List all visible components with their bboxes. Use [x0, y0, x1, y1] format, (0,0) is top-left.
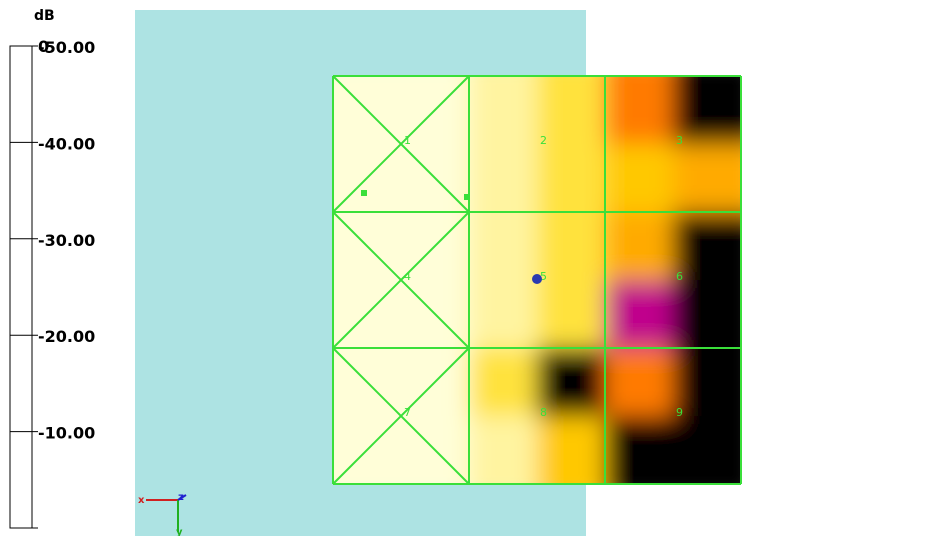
- heatmap-cell: [605, 348, 673, 416]
- heatmap-cell: [469, 280, 537, 348]
- grid-overlay: [332, 75, 742, 485]
- heatmap-cell: [469, 348, 537, 416]
- heatmap-cell: [469, 212, 537, 280]
- colorbar-top-label: 0: [38, 37, 49, 56]
- colorbar-tick-label: -30.00: [38, 231, 95, 250]
- colorbar-tick-label: -50.00: [38, 38, 95, 57]
- heatmap-cell: [673, 144, 741, 212]
- heatmap-cell: [673, 416, 741, 484]
- cell-diagonal: [332, 347, 470, 485]
- heatmap-cell: [469, 76, 537, 144]
- cell-label: 8: [540, 406, 547, 419]
- cell-label: 4: [404, 270, 411, 283]
- colorbar: dB 0 -10.00 -20.00 -30.00 -40.00 -50.00: [9, 8, 95, 529]
- colorbar-ticks: -10.00 -20.00 -30.00 -40.00 -50.00: [10, 38, 95, 529]
- cell-label: 2: [540, 134, 547, 147]
- heatmap-cell: [605, 76, 673, 144]
- cell-label: 9: [676, 406, 683, 419]
- heatmap-cell: [673, 212, 741, 280]
- colorbar-tick-label: -40.00: [38, 134, 95, 153]
- probe-marker[interactable]: [532, 274, 542, 284]
- heatmap-cell: [673, 280, 741, 348]
- grid-point-marker: [361, 190, 367, 196]
- heatmap-cell: [469, 144, 537, 212]
- cell-labels: 1 2 3 4 5 6 7 8 9: [404, 134, 683, 419]
- heatmap-cell: [673, 76, 741, 144]
- heatmap-cell: [605, 144, 673, 212]
- heatmap-cell: [605, 416, 673, 484]
- cell-label: 7: [404, 406, 411, 419]
- heatmap-cell: [673, 348, 741, 416]
- heatmap-cell: [537, 348, 605, 416]
- axis-letter-z: z: [178, 492, 184, 503]
- heatmap-cell: [537, 416, 605, 484]
- cell-label: 1: [404, 134, 411, 147]
- cell-diagonal: [332, 211, 470, 349]
- axis-letter-y: y: [176, 527, 183, 536]
- cell-diagonal: [332, 75, 470, 213]
- colorbar-tick-label: -10.00: [38, 424, 95, 443]
- colorbar-unit-label: dB: [34, 8, 55, 24]
- heatmap-cell: [537, 144, 605, 212]
- heatmap-cell: [537, 212, 605, 280]
- heatmap-cell: [605, 212, 673, 280]
- heatmap-cell: [469, 416, 537, 484]
- cell-label: 3: [676, 134, 683, 147]
- cell-label: 5: [540, 270, 547, 283]
- axis-letter-x: x: [138, 495, 145, 506]
- colorbar-tick-label: -20.00: [38, 327, 95, 346]
- axes-triad-icon: x y z: [138, 492, 187, 536]
- heatmap-cell: [605, 280, 673, 348]
- heatmap-cell: [537, 280, 605, 348]
- cell-label: 6: [676, 270, 683, 283]
- heatmap-cell: [537, 76, 605, 144]
- grid-point-marker: [464, 194, 470, 200]
